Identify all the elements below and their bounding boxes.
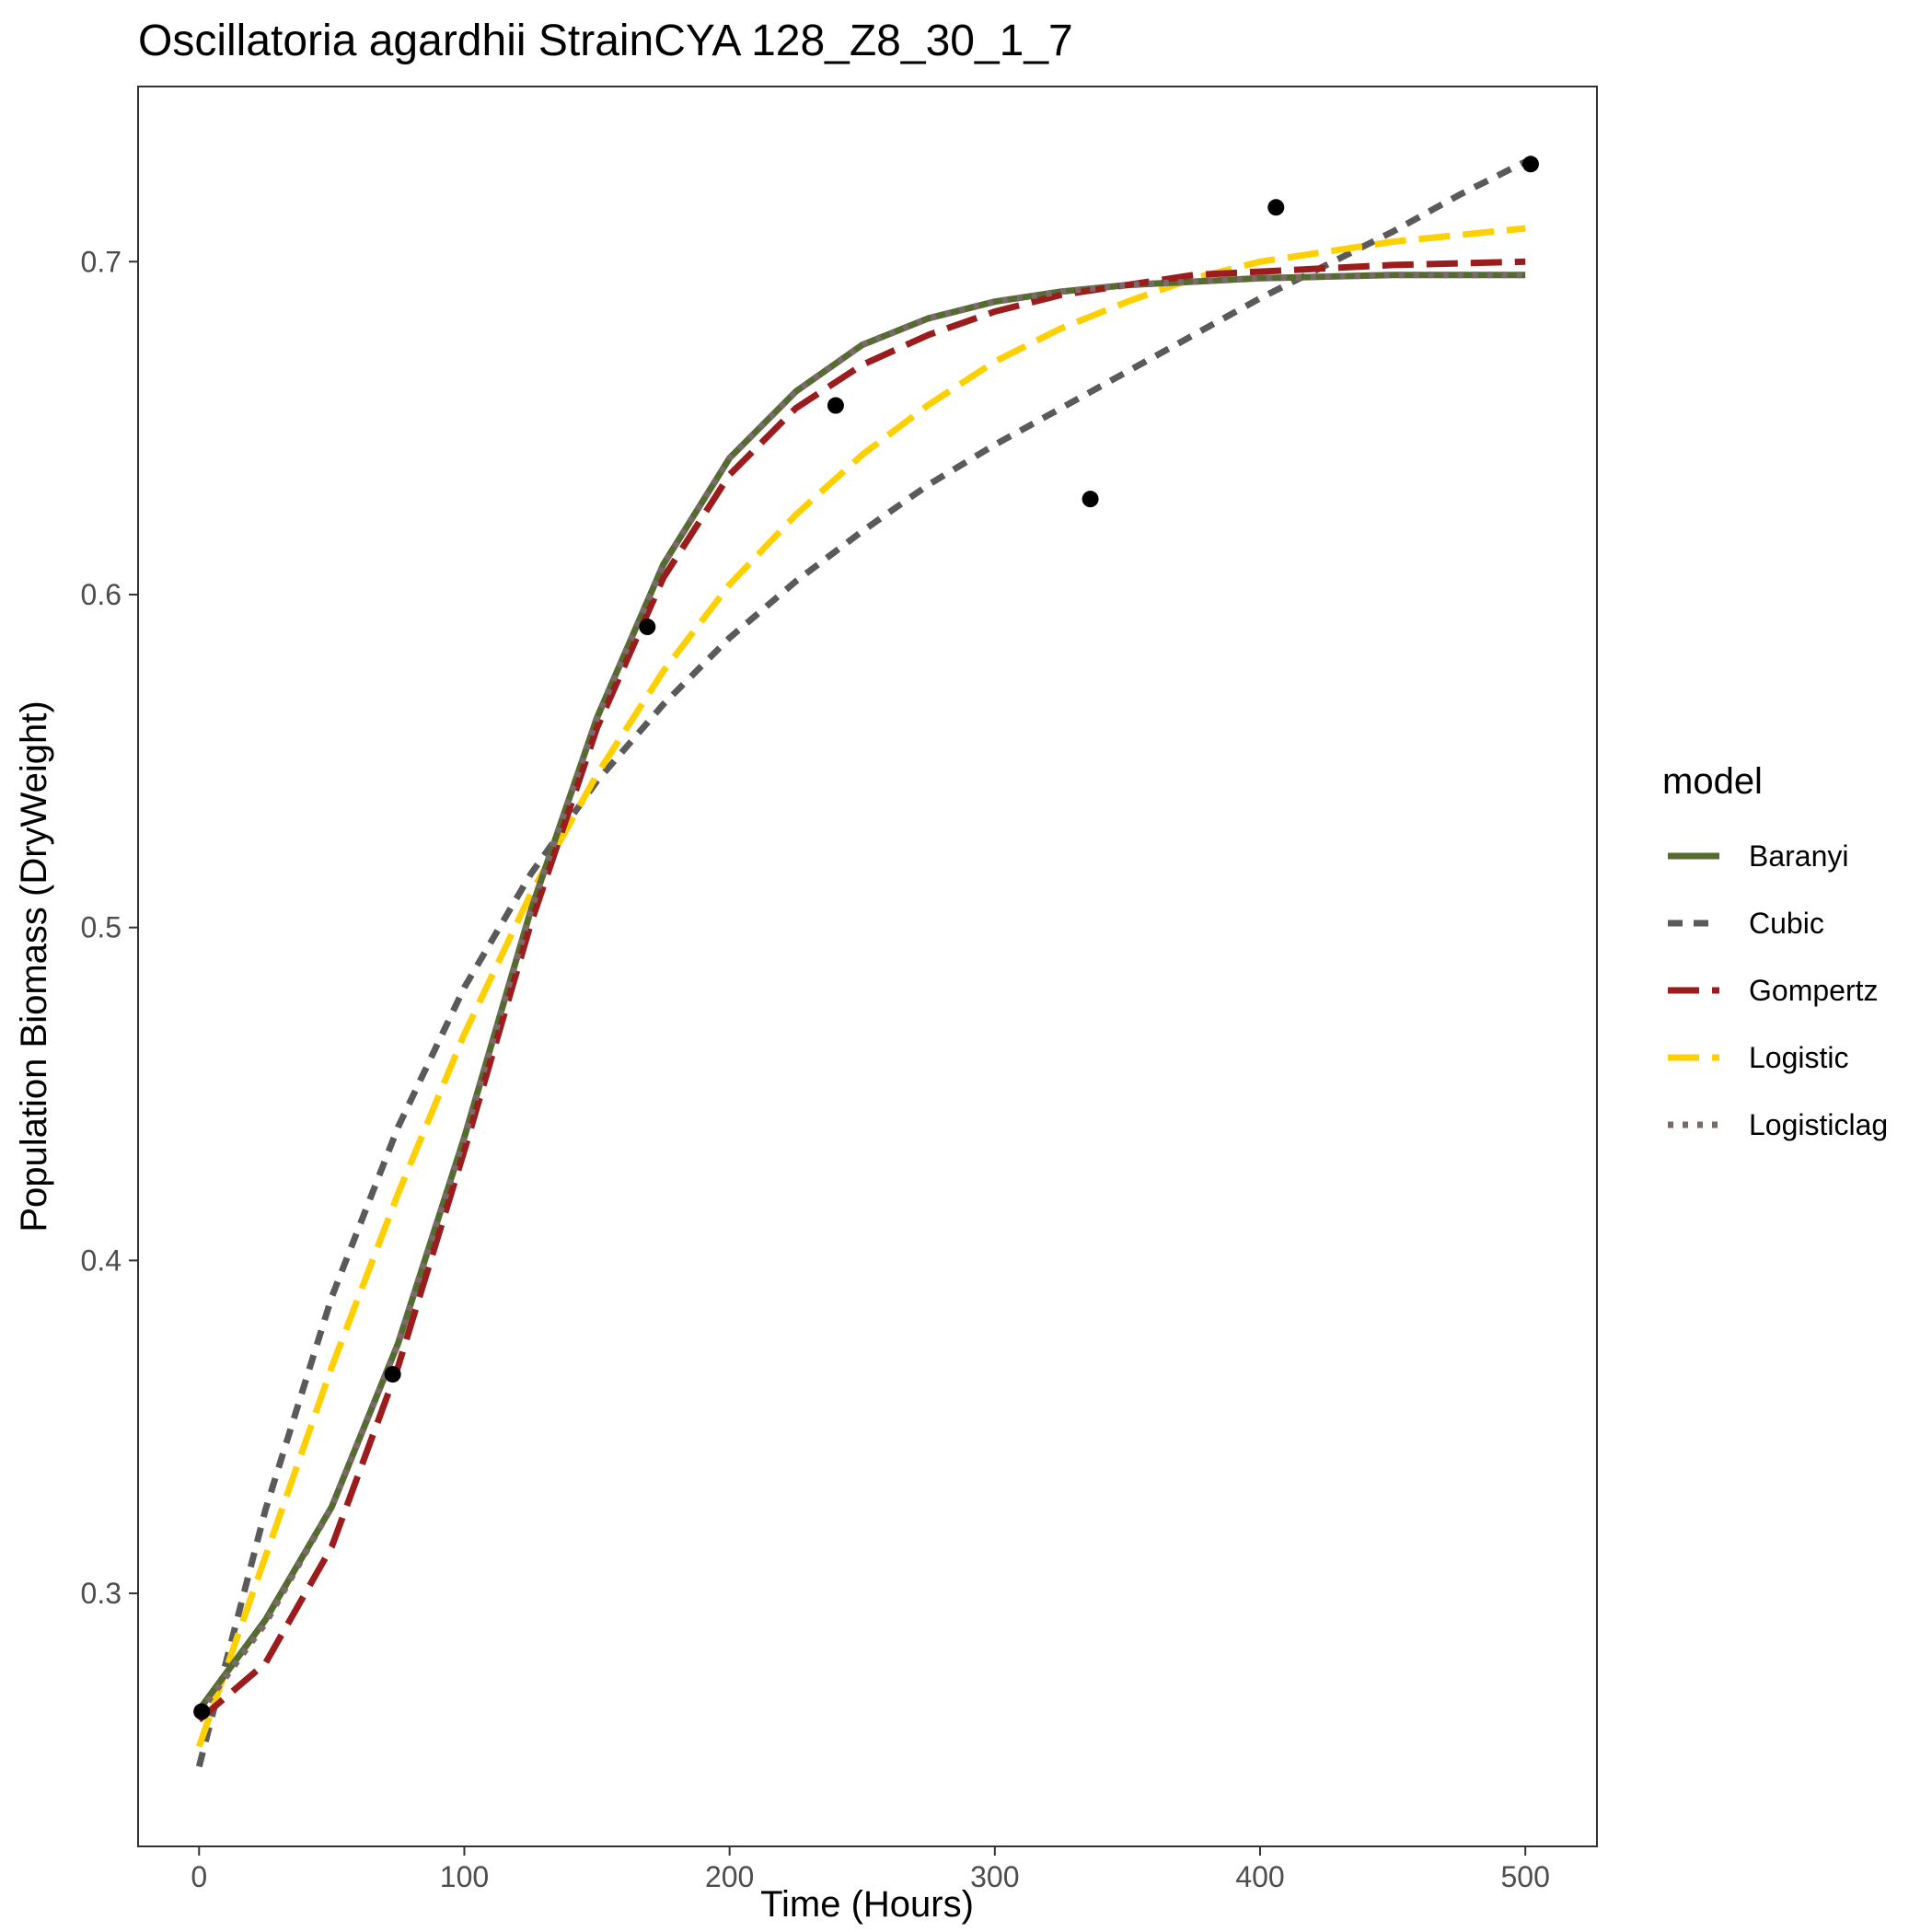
y-tick-label: 0.5 xyxy=(81,911,121,944)
legend-items: Baranyi Cubic Gompertz Logistic Logisticlag xyxy=(1668,839,1888,1141)
legend-title: model xyxy=(1662,761,1763,802)
y-tick-label: 0.7 xyxy=(81,245,121,278)
legend-item-baranyi: Baranyi xyxy=(1668,839,1849,873)
legend-label: Gompertz xyxy=(1749,974,1878,1007)
legend-label: Cubic xyxy=(1749,907,1824,940)
data-point xyxy=(1082,491,1099,508)
series-line-gompertz xyxy=(197,258,1526,1723)
data-point xyxy=(1521,156,1539,173)
y-tick-label: 0.6 xyxy=(81,578,121,611)
legend-item-logisticlag: Logisticlag xyxy=(1668,1108,1888,1141)
data-point xyxy=(384,1366,401,1383)
series-layer xyxy=(195,158,1527,1768)
x-tick-label: 200 xyxy=(705,1860,754,1893)
series-line-logisticlag xyxy=(196,272,1526,1716)
x-tick-label: 400 xyxy=(1235,1860,1284,1893)
y-axis: 0.3 0.4 0.5 0.6 0.7 xyxy=(81,245,138,1610)
plot-panel xyxy=(137,86,1598,1847)
y-tick-label: 0.4 xyxy=(81,1244,121,1277)
panel-border xyxy=(137,86,1598,1847)
data-point xyxy=(639,619,656,636)
legend-label: Logistic xyxy=(1749,1041,1849,1074)
series-line-logistic xyxy=(195,225,1526,1748)
y-tick-label: 0.3 xyxy=(81,1577,121,1610)
x-tick-label: 100 xyxy=(440,1860,489,1893)
data-point xyxy=(827,397,844,414)
x-tick-label: 500 xyxy=(1500,1860,1549,1893)
data-points xyxy=(193,156,1539,1720)
data-point xyxy=(193,1703,211,1720)
data-point xyxy=(1267,199,1285,216)
x-axis: 0 100 200 300 400 500 xyxy=(191,1846,1550,1893)
x-axis-title: Time (Hours) xyxy=(760,1884,974,1925)
x-tick-label: 300 xyxy=(970,1860,1019,1893)
legend-item-logistic: Logistic xyxy=(1668,1041,1849,1074)
legend-label: Baranyi xyxy=(1749,839,1849,873)
y-axis-title: Population Biomass (DryWeight) xyxy=(14,700,54,1232)
legend-label: Logisticlag xyxy=(1749,1108,1888,1141)
legend: model Baranyi Cubic Gompertz Logistic Logist… xyxy=(1662,761,1888,1141)
chart-title: Oscillatoria agardhii StrainCYA 128_Z8_3… xyxy=(138,17,1073,65)
legend-item-gompertz: Gompertz xyxy=(1668,974,1878,1007)
x-tick-label: 0 xyxy=(191,1860,207,1893)
legend-item-cubic: Cubic xyxy=(1668,907,1824,940)
